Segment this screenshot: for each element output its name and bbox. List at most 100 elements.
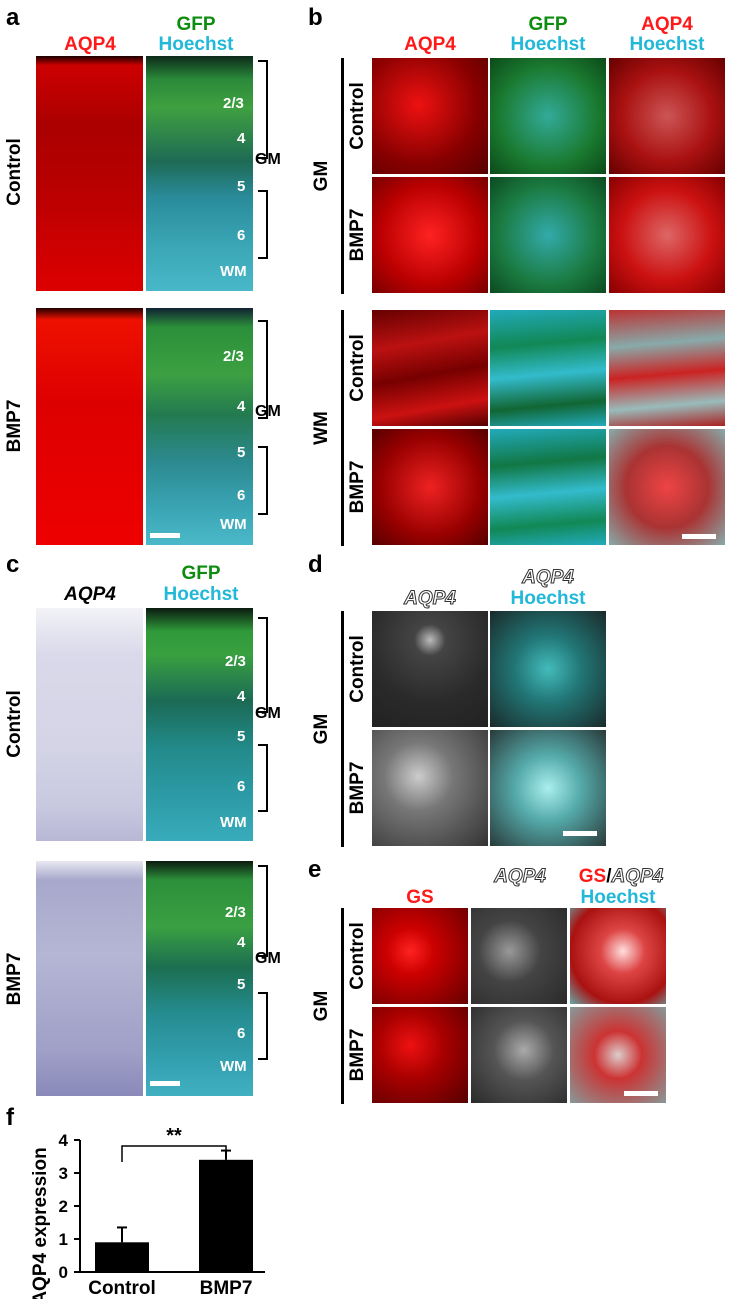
panel-c-hoechst-header: Hoechst	[163, 584, 239, 605]
panel-c-row-bmp7: BMP7	[4, 952, 25, 1006]
y-tick-label: 0	[59, 1263, 68, 1282]
panel-b-letter: b	[308, 4, 323, 31]
panel-b-col3-header-hoechst: Hoechst	[629, 34, 705, 55]
y-tick-label: 1	[59, 1230, 68, 1249]
panel-a-gfp-header: GFP	[176, 14, 216, 35]
panel-e-letter: e	[308, 856, 322, 883]
panel-d-col2-header-hoechst: Hoechst	[510, 588, 586, 609]
panel-b-wm-bmp7-gfp	[490, 429, 606, 545]
panel-a-bmp7-bracket-bottom	[258, 446, 268, 515]
panel-a-bmp7-bracket-top	[258, 320, 268, 419]
layer-5: 5	[237, 728, 246, 745]
panel-b-gm-bmp7-gfp	[490, 177, 606, 293]
panel-e-col2-header: AQP4	[494, 866, 547, 888]
panel-e-control-gs	[372, 908, 468, 1004]
panel-b-col1-header: AQP4	[404, 34, 456, 55]
panel-e-col3-header-hoechst: Hoechst	[580, 887, 656, 908]
panel-b-col2-header-gfp: GFP	[528, 14, 568, 35]
layer-wm: WM	[220, 814, 247, 831]
panel-f-letter: f	[6, 1104, 14, 1131]
panel-b-gm-control-aqp4	[372, 58, 488, 174]
layer-wm: WM	[220, 263, 247, 280]
layer-6: 6	[237, 778, 246, 795]
panel-c-letter: c	[6, 551, 20, 578]
x-tick-label: BMP7	[200, 1278, 253, 1299]
panel-a-letter: a	[6, 4, 20, 31]
panel-c-scale-bar	[150, 1081, 180, 1086]
panel-e-col3-aqp4: AQP4	[611, 866, 664, 888]
panel-d-col2-header-aqp4: AQP4	[522, 567, 575, 589]
panel-e-row-bmp7: BMP7	[347, 1028, 368, 1082]
significance-label: **	[166, 1125, 182, 1147]
panel-c-control-bracket-top	[258, 617, 268, 713]
panel-a-bmp7-gm: GM	[255, 403, 281, 420]
panel-c-control-ish-image	[36, 608, 143, 841]
x-tick-label: Control	[88, 1278, 156, 1299]
panel-b-wm-row-bmp7: BMP7	[347, 460, 368, 514]
panel-d-letter: d	[308, 551, 323, 578]
panel-a-aqp4-header: AQP4	[64, 34, 116, 55]
panel-b-gm-bar	[341, 58, 344, 294]
layer-2-3: 2/3	[223, 348, 244, 365]
panel-a-control-gm: GM	[255, 151, 281, 168]
panel-d-row-bmp7: BMP7	[347, 761, 368, 815]
panel-d-col1-header: AQP4	[404, 588, 457, 610]
panel-b-col2-header-hoechst: Hoechst	[510, 34, 586, 55]
panel-b-group-gm: GM	[311, 160, 332, 192]
panel-b-col3-header-aqp4: AQP4	[641, 14, 693, 35]
panel-e-col1-header: GS	[406, 887, 434, 908]
panel-e-group-gm: GM	[311, 990, 332, 1022]
panel-b-group-wm: WM	[311, 411, 332, 445]
panel-b-gm-row-bmp7: BMP7	[347, 208, 368, 262]
panel-e-scale-bar	[624, 1091, 658, 1096]
y-tick-label: 4	[59, 1131, 69, 1150]
layer-5: 5	[237, 444, 246, 461]
panel-c-row-control: Control	[4, 690, 25, 758]
panel-b-gm-control-gfp	[490, 58, 606, 174]
panel-a-control-gfp-image	[146, 56, 253, 291]
panel-e-bmp7-gs	[372, 1007, 468, 1103]
panel-b-gm-bmp7-aqp4	[372, 177, 488, 293]
panel-e-control-merge	[570, 908, 666, 1004]
panel-b-wm-row-control: Control	[347, 334, 368, 402]
panel-c-control-gm: GM	[255, 705, 281, 722]
panel-c-control-gfp-image	[146, 608, 253, 841]
panel-e-gm-bar	[341, 908, 344, 1104]
panel-b-wm-bmp7-merge	[609, 429, 725, 545]
panel-e-control-aqp4	[471, 908, 567, 1004]
panel-e-col3-header-top: GS/AQP4	[566, 866, 676, 888]
panel-e-col3-sep: /	[606, 866, 612, 887]
panel-b-wm-control-merge	[609, 310, 725, 426]
panel-c-bmp7-bracket-bottom	[258, 992, 268, 1060]
panel-a-control-aqp4-image	[36, 56, 143, 291]
y-tick-label: 3	[59, 1164, 68, 1183]
layer-6: 6	[237, 487, 246, 504]
panel-b-gm-control-merge	[609, 58, 725, 174]
layer-2-3: 2/3	[223, 95, 244, 112]
layer-4: 4	[237, 688, 246, 705]
panel-d-bmp7-merge	[490, 730, 606, 846]
layer-wm: WM	[220, 516, 247, 533]
panel-d-group-gm: GM	[311, 713, 332, 745]
panel-f-bar-chart: 0 1 2 3 4 AQP4 expression Control BMP7 **	[30, 1125, 265, 1299]
panel-a-row-control: Control	[4, 138, 25, 206]
panel-c-gfp-header: GFP	[181, 563, 221, 584]
panel-e-bmp7-aqp4	[471, 1007, 567, 1103]
bar	[199, 1159, 253, 1272]
panel-e-col3-gs: GS	[578, 866, 607, 887]
panel-d-gm-bar	[341, 611, 344, 847]
panel-b-wm-bar	[341, 310, 344, 546]
bar	[95, 1242, 149, 1272]
panel-d-scale-bar	[563, 831, 597, 836]
layer-2-3: 2/3	[225, 904, 246, 921]
panel-c-control-bracket-bottom	[258, 744, 268, 812]
layer-5: 5	[237, 976, 246, 993]
panel-c-bmp7-gm: GM	[255, 950, 281, 967]
panel-d-row-control: Control	[347, 635, 368, 703]
panel-b-gm-bmp7-merge	[609, 177, 725, 293]
panel-a-bmp7-gfp-image	[146, 308, 253, 545]
panel-b-gm-row-control: Control	[347, 82, 368, 150]
panel-c-bmp7-gfp-image	[146, 861, 253, 1096]
panel-d-control-aqp4	[372, 611, 488, 727]
layer-6: 6	[237, 1025, 246, 1042]
